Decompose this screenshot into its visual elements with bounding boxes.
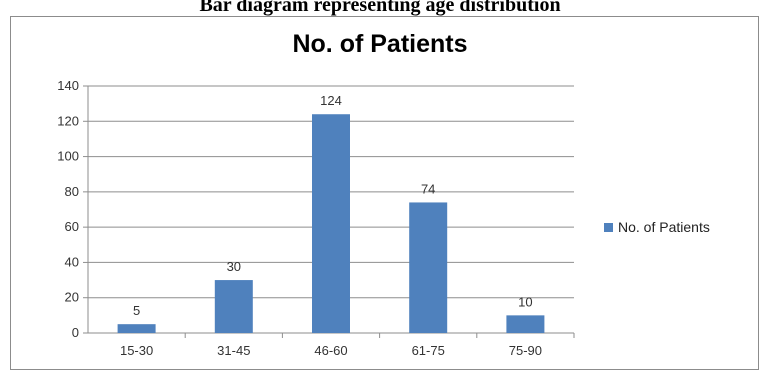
data-label: 5 [133, 303, 140, 318]
bar [214, 280, 253, 333]
bar [312, 114, 350, 333]
y-tick-label: 40 [65, 254, 79, 269]
y-tick-label: 80 [65, 184, 79, 199]
x-tick-labels: 15-30 31-45 46-60 61-75 75-90 [120, 343, 542, 358]
x-tick-label: 61-75 [412, 343, 445, 358]
y-tick-label: 100 [57, 149, 79, 164]
x-tick-label: 46-60 [314, 343, 347, 358]
bars [117, 114, 545, 333]
chart-frame [10, 16, 759, 370]
data-labels: 5 30 124 74 10 [133, 93, 533, 318]
x-tick-label: 31-45 [217, 343, 250, 358]
page-caption: Bar diagram representing age distributio… [199, 0, 561, 16]
bar [506, 315, 545, 333]
y-tick-label: 120 [57, 113, 79, 128]
x-tick-label: 15-30 [120, 343, 153, 358]
legend-label: No. of Patients [618, 219, 710, 235]
data-label: 74 [421, 181, 435, 196]
data-label: 124 [320, 93, 342, 108]
x-tick-label: 75-90 [509, 343, 542, 358]
chart-title: No. of Patients [292, 30, 468, 58]
y-tick-label: 60 [65, 219, 79, 234]
data-label: 30 [227, 259, 241, 274]
y-tick-label: 20 [65, 290, 79, 305]
y-tick-label: 0 [72, 325, 79, 340]
bar [117, 324, 156, 333]
legend-swatch [604, 222, 613, 232]
y-tick-labels: 0 20 40 60 80 100 120 140 [57, 78, 79, 340]
legend: No. of Patients [604, 219, 710, 235]
y-tick-label: 140 [57, 78, 79, 93]
data-label: 10 [518, 294, 532, 309]
bar [409, 202, 448, 333]
